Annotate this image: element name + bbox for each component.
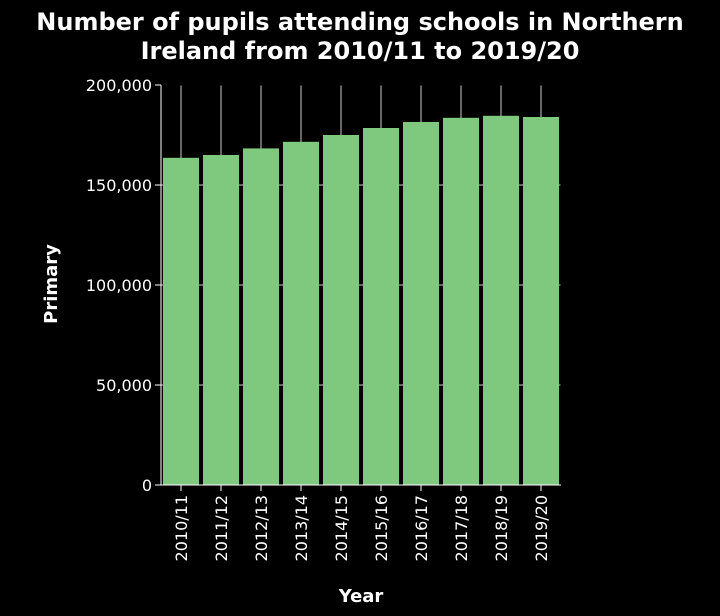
- y-tick-label: 0: [142, 476, 152, 495]
- x-axis-title: Year: [338, 586, 384, 607]
- x-axis: 2010/11 2011/12 2012/13 2013/14 2014/15 2015/…: [161, 484, 561, 561]
- x-tick-label: 2018/19: [492, 495, 511, 561]
- x-tick-label: 2012/13: [252, 495, 271, 561]
- bar: [283, 141, 319, 486]
- x-tick-label: 2019/20: [532, 495, 551, 561]
- bar: [203, 155, 239, 485]
- chart-title-line-2: Ireland from 2010/11 to 2019/20: [140, 37, 580, 65]
- x-tick-label: 2017/18: [452, 495, 471, 561]
- bar: [243, 148, 279, 485]
- bar: [443, 117, 479, 486]
- bar: [403, 122, 439, 485]
- x-tick-label: 2011/12: [212, 495, 231, 561]
- x-tick-label: 2013/14: [292, 495, 311, 561]
- x-tick-label: 2010/11: [172, 495, 191, 561]
- bar: [363, 128, 399, 485]
- bars: [163, 115, 559, 486]
- x-tick-label: 2016/17: [412, 495, 431, 561]
- x-tick-label: 2015/16: [372, 495, 391, 561]
- bar: [523, 117, 559, 485]
- bar: [163, 157, 199, 486]
- y-axis-title: Primary: [41, 244, 62, 324]
- y-tick-label: 100,000: [86, 276, 152, 295]
- bar: [323, 135, 359, 485]
- bar: [483, 115, 519, 486]
- x-tick-label: 2014/15: [332, 495, 351, 561]
- y-tick-label: 200,000: [86, 76, 152, 95]
- y-axis: 0 50,000 100,000 150,000 200,000: [86, 76, 162, 495]
- chart-title-line-1: Number of pupils attending schools in No…: [36, 8, 684, 36]
- y-tick-label: 150,000: [86, 176, 152, 195]
- y-tick-label: 50,000: [96, 376, 152, 395]
